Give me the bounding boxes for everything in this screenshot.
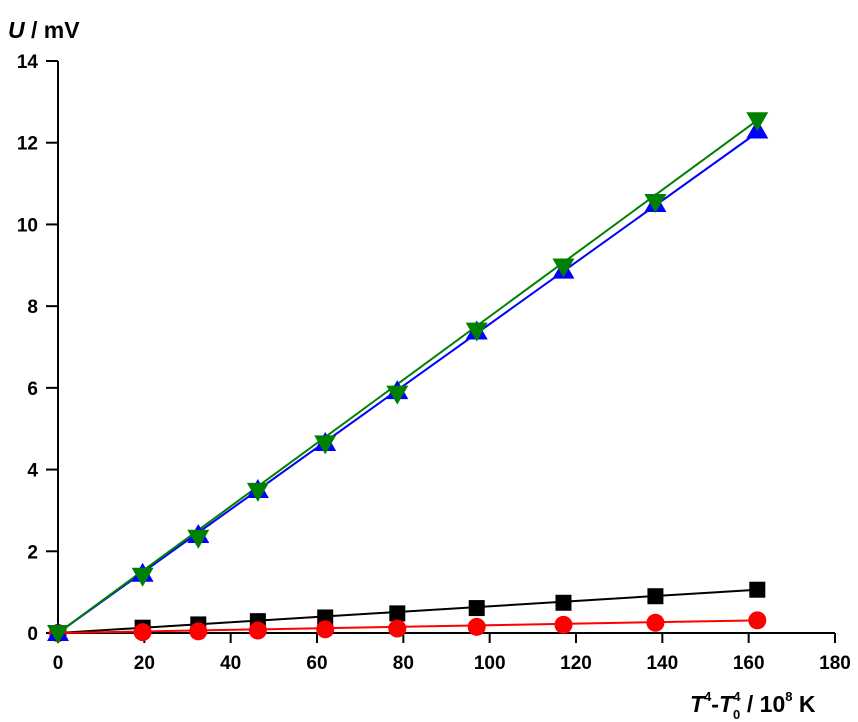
x-tick-label: 120 [560,653,592,674]
y-tick-label: 12 [17,134,38,155]
data-point-circle [316,620,334,638]
data-point-circle [388,620,406,638]
x-axis-title: T4-T04 / 108 K [690,689,816,722]
data-point-circle [748,611,766,629]
data-point-circle [189,622,207,640]
y-axis-unit: / mV [25,17,81,43]
data-point-square [749,582,765,598]
data-point-square [647,588,663,604]
data-point-square [555,595,571,611]
y-tick-label: 6 [27,379,38,400]
data-point-triangle-down [314,435,336,454]
data-point-circle [249,622,267,640]
x-axis-sup-8: 8 [785,689,792,704]
data-point-circle [468,618,486,636]
data-point-circle [134,623,152,641]
data-point-triangle-down [746,112,768,131]
x-tick-label: 180 [819,653,851,674]
x-tick-label: 0 [53,653,64,674]
y-axis-title: U / mV [8,17,80,43]
x-axis-unit-a: / 10 [741,691,786,717]
y-tick-label: 8 [27,297,38,318]
y-tick-label: 0 [27,624,38,645]
y-axis-symbol: U [8,17,26,43]
data-point-circle [646,614,664,632]
y-tick-label: 10 [17,215,38,236]
x-tick-label: 160 [733,653,765,674]
data-point-square [389,605,405,621]
y-tick-label: 2 [27,542,38,563]
x-axis-sub-0: 0 [733,707,740,722]
data-point-circle [554,616,572,634]
x-tick-label: 60 [306,653,327,674]
x-axis-minus: - [711,691,719,717]
x-tick-label: 100 [474,653,506,674]
x-tick-label: 40 [220,653,241,674]
x-tick-label: 20 [134,653,155,674]
x-axis-unit-b: K [793,691,816,717]
data-point-square [469,600,485,616]
x-tick-label: 140 [646,653,678,674]
y-tick-label: 14 [17,52,39,73]
x-tick-label: 80 [393,653,414,674]
y-tick-label: 4 [27,461,38,482]
